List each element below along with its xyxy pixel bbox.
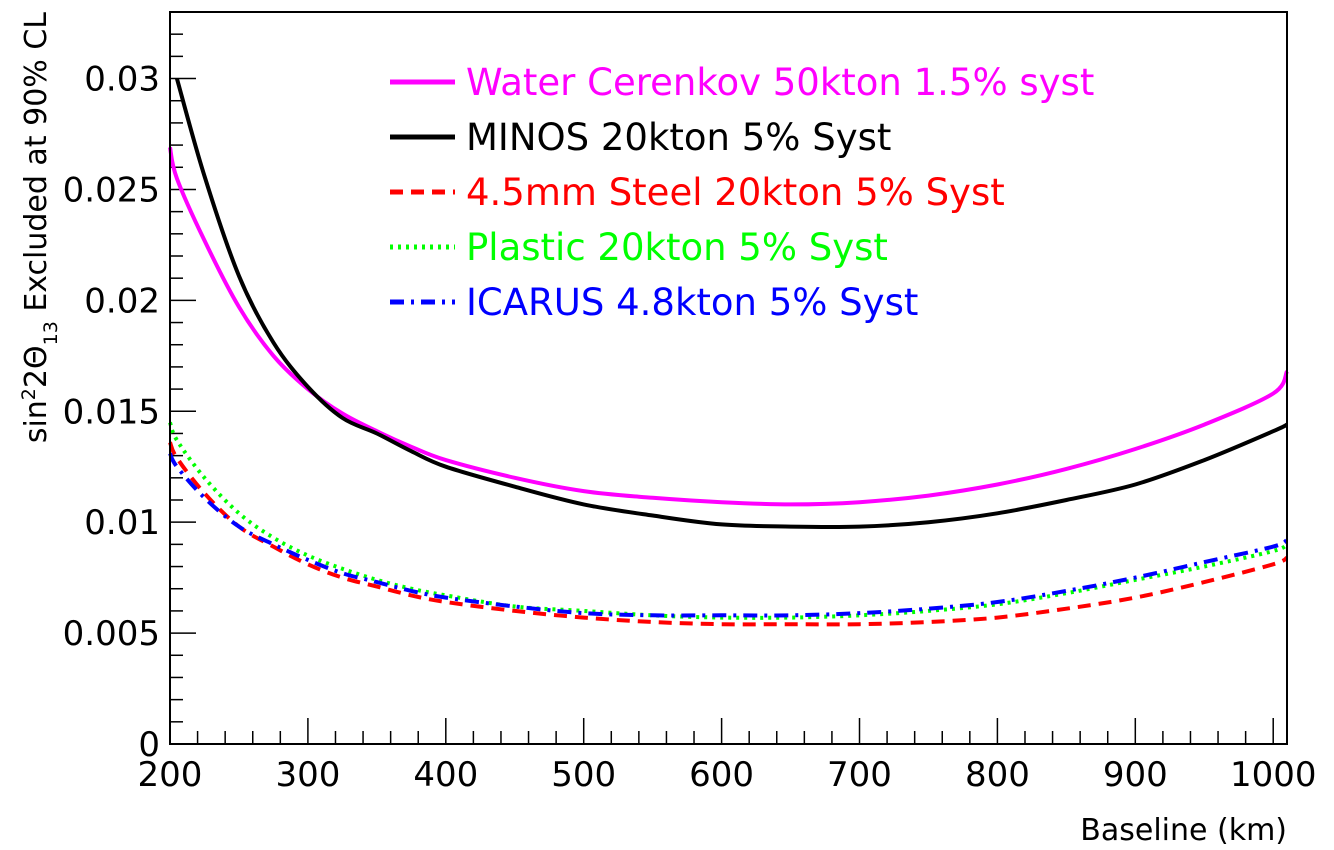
y-axis-title-sup: 2: [18, 388, 40, 400]
x-axis-title: Baseline (km): [1080, 813, 1287, 848]
legend-label-4: ICARUS 4.8kton 5% Syst: [466, 281, 918, 324]
x-tick-label: 600: [689, 755, 754, 795]
y-tick-label: 0.02: [84, 281, 160, 321]
legend-label-2: 4.5mm Steel 20kton 5% Syst: [466, 171, 1005, 214]
x-tick-label: 200: [138, 755, 203, 795]
x-tick-label: 1000: [1230, 755, 1317, 795]
axes: 200 300 400 500 600 700 800 900 1000 0 0.005 0.01 0.…: [63, 11, 1317, 795]
y-tick-label: 0.03: [84, 60, 160, 100]
legend-label-0: Water Cerenkov 50kton 1.5% syst: [466, 61, 1094, 104]
series-line-4: [168, 452, 1289, 618]
x-tick-label: 900: [1103, 755, 1168, 795]
series-line-3: [168, 421, 1289, 620]
y-axis-title-sub: 13: [40, 321, 62, 345]
y-tick-label: 0.005: [63, 614, 160, 654]
x-tick-label: 800: [965, 755, 1030, 795]
x-tick-label: 500: [551, 755, 616, 795]
y-axis-title-pre: sin: [19, 400, 54, 443]
y-tick-label: 0: [138, 725, 160, 765]
x-tick-label: 400: [413, 755, 478, 795]
y-tick-label: 0.01: [84, 503, 160, 543]
y-axis-title-mid: 2Θ: [19, 345, 54, 388]
plot-frame: [169, 11, 1288, 745]
y-axis-title-post: Excluded at 90% CL: [19, 12, 54, 321]
legend-label-3: Plastic 20kton 5% Syst: [466, 226, 888, 269]
series-line-2: [168, 441, 1289, 627]
series-line-1: [174, 77, 1288, 530]
series-lines: [168, 77, 1289, 627]
legend: Water Cerenkov 50kton 1.5% syst MINOS 20k…: [390, 61, 1094, 324]
legend-label-1: MINOS 20kton 5% Syst: [466, 116, 891, 159]
x-tick-label: 300: [275, 755, 340, 795]
y-tick-label: 0.015: [63, 392, 160, 432]
series-line-0: [168, 146, 1289, 507]
y-axis-title: sin22Θ13 Excluded at 90% CL: [18, 12, 62, 443]
y-tick-label: 0.025: [63, 170, 160, 210]
x-tick-label: 700: [827, 755, 892, 795]
